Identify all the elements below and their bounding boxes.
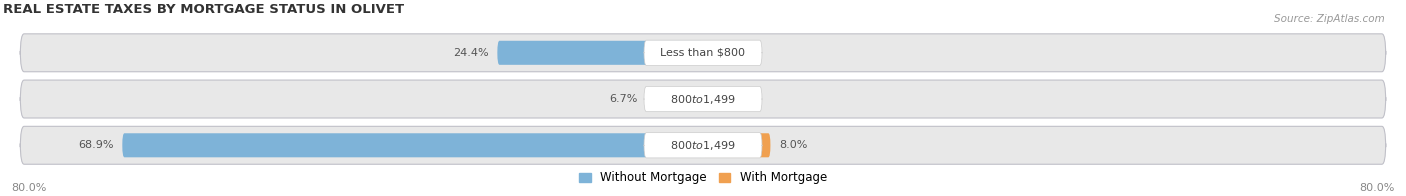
- Text: $800 to $1,499: $800 to $1,499: [671, 93, 735, 105]
- Text: 6.7%: 6.7%: [610, 94, 638, 104]
- Legend: Without Mortgage, With Mortgage: Without Mortgage, With Mortgage: [579, 171, 827, 184]
- FancyBboxPatch shape: [703, 133, 770, 157]
- FancyBboxPatch shape: [647, 87, 703, 111]
- Text: REAL ESTATE TAXES BY MORTGAGE STATUS IN OLIVET: REAL ESTATE TAXES BY MORTGAGE STATUS IN …: [3, 4, 405, 16]
- FancyBboxPatch shape: [644, 133, 762, 158]
- FancyBboxPatch shape: [498, 41, 703, 65]
- FancyBboxPatch shape: [703, 87, 714, 111]
- FancyBboxPatch shape: [644, 40, 762, 65]
- FancyBboxPatch shape: [20, 34, 1386, 72]
- FancyBboxPatch shape: [644, 86, 762, 112]
- FancyBboxPatch shape: [122, 133, 703, 157]
- Text: Less than $800: Less than $800: [661, 48, 745, 58]
- Text: 0.0%: 0.0%: [716, 48, 744, 58]
- Text: 24.4%: 24.4%: [453, 48, 489, 58]
- Text: 8.0%: 8.0%: [779, 140, 807, 150]
- Text: $800 to $1,499: $800 to $1,499: [671, 139, 735, 152]
- FancyBboxPatch shape: [20, 80, 1386, 118]
- Text: 1.3%: 1.3%: [723, 94, 751, 104]
- Text: 68.9%: 68.9%: [79, 140, 114, 150]
- Text: Source: ZipAtlas.com: Source: ZipAtlas.com: [1274, 14, 1385, 24]
- FancyBboxPatch shape: [20, 126, 1386, 164]
